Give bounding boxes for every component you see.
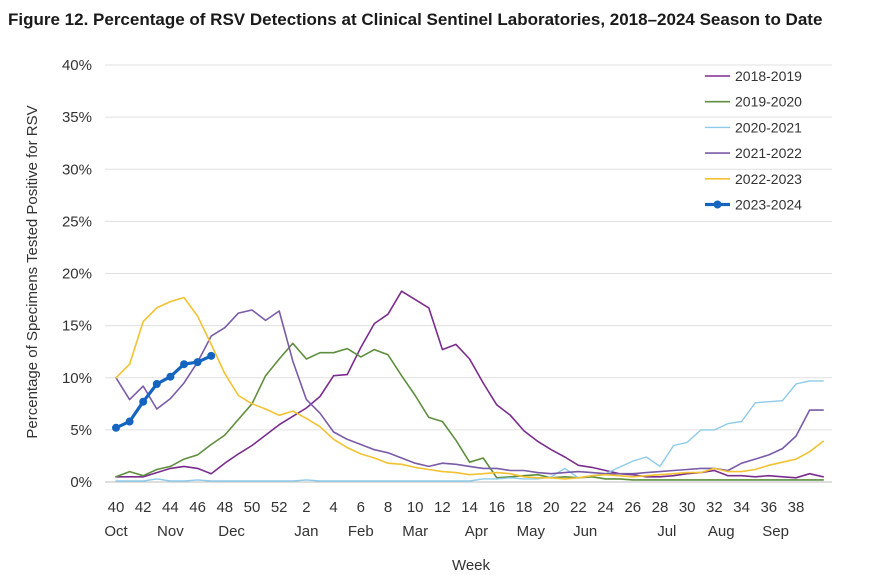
chart-title: Figure 12. Percentage of RSV Detections … [8,10,823,29]
x-tick-label: 18 [516,499,533,516]
x-tick-label: 20 [543,499,560,516]
x-tick-label: 28 [652,499,669,516]
x-tick-label: 46 [189,499,206,516]
x-tick-label: 48 [216,499,233,516]
legend-label: 2020-2021 [735,119,802,135]
y-axis-title: Percentage of Specimens Tested Positive … [24,105,41,438]
series-lines [112,290,825,482]
x-tick-label: 14 [461,499,478,516]
data-point-2023-2024 [207,351,216,360]
x-tick-label: 6 [357,499,365,516]
month-label: Jul [657,523,676,540]
y-tick-label: 35% [62,109,92,126]
x-tick-label: 4 [329,499,337,516]
series-line-2019-2020 [115,342,825,481]
x-tick-label: 36 [760,499,777,516]
x-tick-label: 50 [244,499,261,516]
x-axis-title: Week [452,557,491,574]
x-tick-label: 24 [597,499,614,516]
y-tick-label: 10% [62,370,92,387]
series-line-2022-2023 [115,296,825,480]
x-tick-label: 30 [679,499,696,516]
month-label: Dec [218,523,245,540]
legend-label: 2019-2020 [735,94,802,110]
data-point-2023-2024 [112,423,120,432]
series-line-2018-2019 [115,290,825,479]
y-tick-label: 30% [62,161,92,178]
series-line-2023-2024 [114,354,213,430]
x-tick-label: 44 [162,499,179,516]
x-tick-labels: 40 42 44 46 48 50 52 2 4 6 8 10 12 14 16 18 20 22 24 26 28 30… [108,499,805,516]
data-point-2023-2024 [166,372,175,381]
y-tick-label: 15% [62,318,92,335]
legend: 2018-2019 2019-2020 2020-2021 2021-2022 2022… [705,68,802,213]
month-labels: Oct Nov Dec Jan Feb Mar Apr May Jun Jul Aug Sep [104,523,789,540]
data-point-2023-2024 [193,358,202,367]
x-tick-label: 52 [271,499,288,516]
legend-label: 2023-2024 [735,197,802,213]
x-tick-label: 12 [434,499,451,516]
legend-label: 2021-2022 [735,145,802,161]
month-label: Apr [465,523,488,540]
month-label: Mar [402,523,428,540]
y-tick-label: 0% [70,474,92,491]
series-line-2021-2022 [115,309,825,475]
x-tick-label: 2 [302,499,310,516]
y-tick-labels: 0% 5% 10% 15% 20% 25% 30% 35% 40% [62,57,92,491]
month-label: Oct [104,523,128,540]
x-tick-label: 34 [733,499,750,516]
data-point-2023-2024 [180,360,188,369]
data-point-2023-2024 [139,397,148,406]
month-label: Feb [348,523,374,540]
legend-marker-2023-2024 [713,200,722,209]
month-label: Sep [762,523,789,540]
legend-label: 2022-2023 [735,171,802,187]
y-tick-label: 20% [62,266,92,283]
x-tick-label: 26 [624,499,641,516]
month-label: May [517,523,546,540]
x-tick-label: 22 [570,499,587,516]
x-tick-label: 10 [407,499,424,516]
data-point-2023-2024 [152,380,161,389]
month-label: Aug [708,523,735,540]
y-tick-label: 25% [62,213,92,230]
x-tick-label: 32 [706,499,723,516]
data-point-2023-2024 [125,417,134,426]
x-tick-label: 42 [135,499,152,516]
y-gridlines [105,64,832,431]
x-tick-label: 38 [788,499,805,516]
legend-label: 2018-2019 [735,68,802,84]
y-tick-label: 40% [62,57,92,74]
month-label: Nov [157,523,184,540]
x-tick-label: 8 [384,499,392,516]
month-label: Jan [294,523,318,540]
series-line-2020-2021 [115,380,824,482]
x-tick-label: 40 [108,499,125,516]
y-tick-label: 5% [70,422,92,439]
month-label: Jun [573,523,597,540]
x-tick-label: 16 [488,499,505,516]
